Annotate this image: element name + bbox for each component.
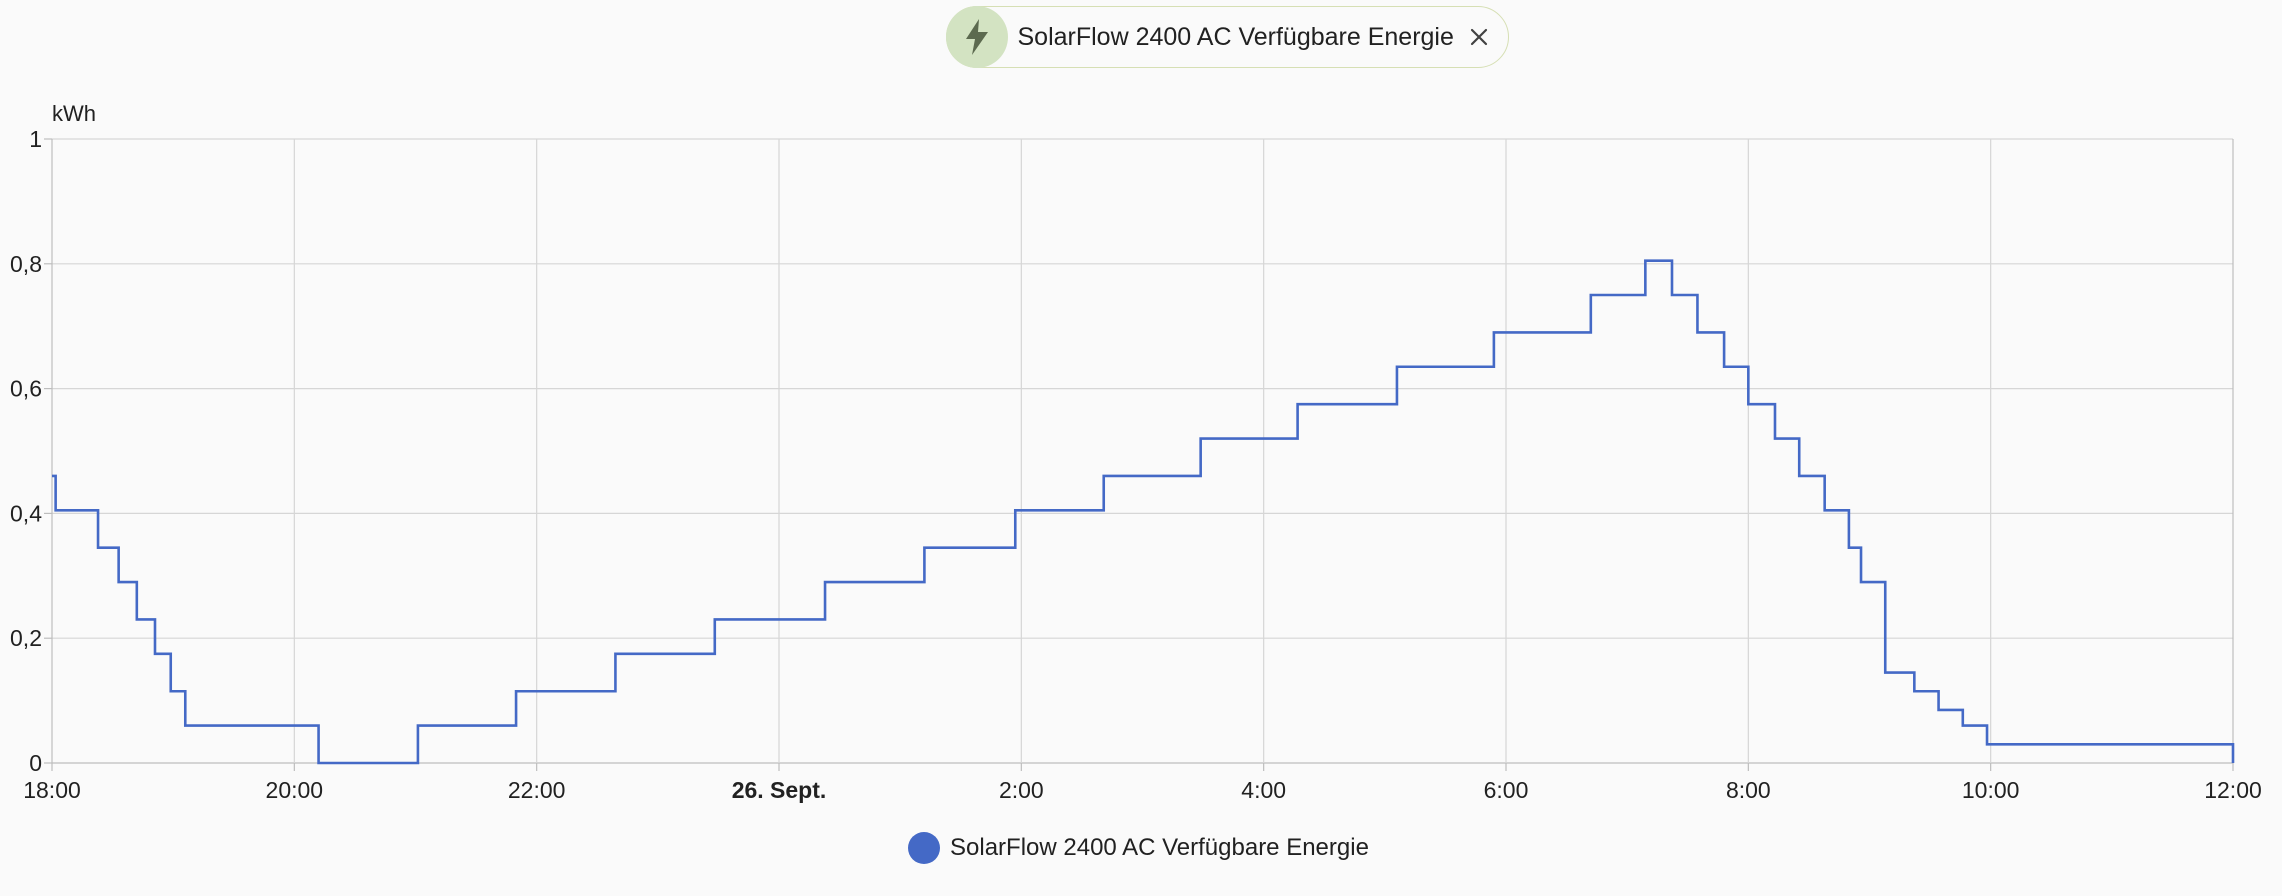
legend-label: SolarFlow 2400 AC Verfügbare Energie: [950, 834, 1369, 861]
x-tick-label: 6:00: [1484, 777, 1529, 803]
grid-layer: [51, 138, 2234, 764]
y-tick-label: 0,4: [10, 500, 42, 526]
x-tick-label: 22:00: [508, 777, 566, 803]
y-tick-label: 0,2: [10, 625, 42, 651]
chip-remove-button[interactable]: [1464, 22, 1494, 52]
lightning-bolt-icon: [965, 19, 988, 55]
x-tick-label: 18:00: [23, 777, 81, 803]
x-tick-label: 8:00: [1726, 777, 1771, 803]
x-tick-label: 20:00: [266, 777, 324, 803]
x-tick-label: 2:00: [999, 777, 1044, 803]
x-tick-label: 10:00: [1962, 777, 2020, 803]
axis-layer: 0 0,2 0,4 0,6 0,8 1 18:00 20:00 22:00 26. Sept. 2:…: [10, 126, 2262, 803]
chip-icon-badge: [945, 6, 1008, 68]
x-tick-label: 12:00: [2204, 777, 2262, 803]
x-tick-label: 4:00: [1241, 777, 1286, 803]
legend-swatch: [908, 832, 940, 864]
y-tick-label: 0,8: [10, 251, 42, 277]
y-tick-label: 0,6: [10, 376, 42, 402]
legend-item[interactable]: SolarFlow 2400 AC Verfügbare Energie: [908, 832, 1369, 864]
entity-filter-chip[interactable]: SolarFlow 2400 AC Verfügbare Energie: [945, 6, 1509, 68]
y-tick-label: 0: [29, 750, 42, 776]
chip-label: SolarFlow 2400 AC Verfügbare Energie: [1017, 22, 1454, 51]
series-line: [52, 259, 2235, 765]
close-icon[interactable]: [1470, 28, 1488, 46]
energy-step-chart: 0 0,2 0,4 0,6 0,8 1 18:00 20:00 22:00 26. Sept. 2:…: [10, 101, 2262, 803]
series-layer: [51, 259, 2235, 765]
y-axis-unit-label: kWh: [52, 101, 96, 126]
x-tick-label: 26. Sept.: [732, 777, 827, 803]
y-tick-label: 1: [29, 126, 42, 152]
